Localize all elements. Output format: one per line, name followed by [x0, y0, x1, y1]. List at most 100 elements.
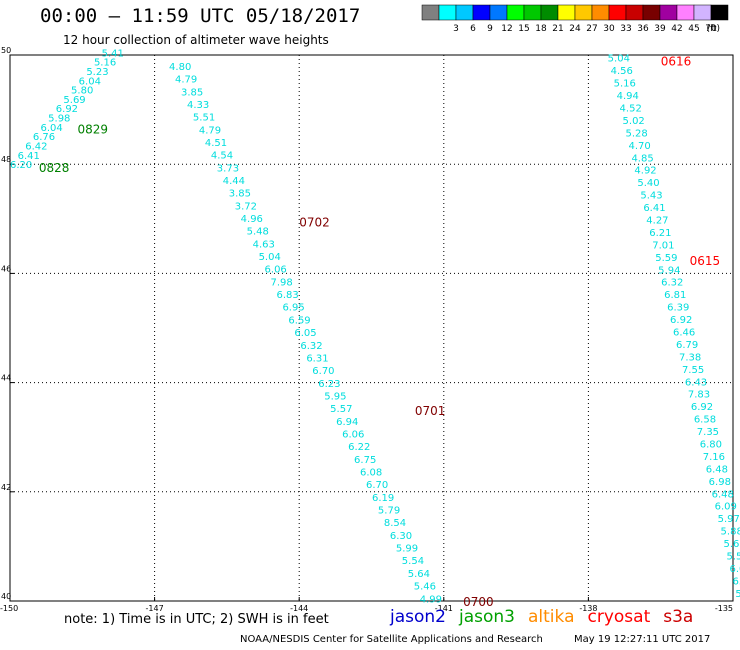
pass-time-label: 0829 — [77, 123, 108, 137]
wave-height-value: 6.76 — [33, 132, 55, 143]
wave-height-value: 5.97 — [718, 514, 740, 525]
legend-swatch — [455, 4, 474, 21]
wave-height-value: 7.16 — [703, 452, 725, 463]
axis-ticks: -150 -147 -144 -141 -138 -135 40 42 44 46 48 50 — [0, 46, 734, 613]
wave-height-value: 7.83 — [688, 390, 710, 401]
lat-tick-label: 40 — [1, 592, 11, 601]
wave-height-value: 6.94 — [336, 417, 358, 428]
wave-height-value: 6.81 — [664, 290, 686, 301]
wave-height-value: 5.72 — [735, 589, 740, 600]
wave-height-value: 6.92 — [670, 315, 692, 326]
wave-height-value: 6.41 — [643, 203, 665, 214]
satellite-jason3: jason3 — [459, 607, 515, 627]
lat-tick-label: 48 — [1, 155, 11, 164]
lon-tick-label: -138 — [579, 604, 597, 613]
footer-timestamp: May 19 12:27:11 UTC 2017 — [574, 634, 711, 645]
legend-swatch — [642, 4, 661, 21]
wave-height-value: 5.43 — [640, 191, 662, 202]
wave-height-value: 7.55 — [682, 365, 704, 376]
legend-swatch — [625, 4, 644, 21]
wave-height-value: 5.48 — [247, 227, 269, 238]
wave-height-tracks: 5.415.165.236.045.805.696.925.986.046.76… — [10, 48, 740, 605]
wave-height-value: 5.59 — [655, 253, 677, 264]
wave-height-value: 4.79 — [175, 75, 197, 86]
pass-time-label: 0701 — [415, 404, 446, 418]
wave-height-value: 4.27 — [646, 215, 668, 226]
wave-height-value: 6.32 — [661, 278, 683, 289]
wave-height-value: 7.01 — [652, 240, 674, 251]
legend-label: 30 — [603, 24, 615, 34]
wave-height-value: 5.41 — [102, 48, 124, 59]
wave-height-value: 5.23 — [86, 67, 108, 78]
pass-time-label: 0828 — [39, 161, 70, 175]
wave-height-value: 6.05 — [294, 328, 316, 339]
legend-swatch — [489, 4, 508, 21]
wave-height-value: 5.04 — [259, 252, 281, 263]
wave-height-value: 5.69 — [63, 95, 85, 106]
satellite-cryosat: cryosat — [587, 607, 651, 627]
wave-height-value: 5.04 — [608, 54, 630, 65]
wave-height-value: 7.98 — [271, 277, 293, 288]
wave-height-value: 5.16 — [614, 79, 636, 90]
legend-swatch — [574, 4, 593, 21]
wave-height-value: 5.46 — [414, 582, 436, 593]
legend-swatch — [523, 4, 542, 21]
wave-height-value: 8.54 — [384, 518, 406, 529]
wave-height-value: 4.63 — [253, 239, 275, 250]
wave-height-value: 5.54 — [402, 556, 424, 567]
legend-label: 39 — [654, 24, 666, 34]
wave-height-value: 4.70 — [628, 141, 650, 152]
wave-height-value: 6.30 — [390, 531, 412, 542]
wave-height-value: 6.31 — [306, 353, 328, 364]
legend-label: 18 — [535, 24, 547, 34]
pass-time-label: 0615 — [690, 254, 721, 268]
map-frame — [9, 54, 734, 602]
wave-height-value: 6.83 — [276, 290, 298, 301]
legend-swatch — [421, 4, 440, 21]
footer-org: NOAA/NESDIS Center for Satellite Applica… — [240, 634, 543, 645]
wave-height-value: 5.66 — [724, 539, 740, 550]
wave-height-value: 7.38 — [679, 352, 701, 363]
legend-label: 9 — [487, 24, 493, 34]
legend-label: 70 — [705, 24, 717, 34]
wave-height-value: 6.70 — [312, 366, 334, 377]
wave-height-value: 5.56 — [726, 551, 740, 562]
wave-height-value: 5.94 — [658, 265, 680, 276]
lat-tick-label: 50 — [1, 46, 11, 55]
legend-swatch — [693, 4, 712, 21]
pass-time-labels: 08290828070207010700061606150610 — [39, 54, 721, 609]
lon-tick-label: -141 — [435, 604, 453, 613]
wave-height-value: 6.48 — [712, 489, 734, 500]
satellite-s3a: s3a — [663, 607, 694, 627]
wave-height-value: 5.28 — [626, 128, 648, 139]
wave-height-value: 4.44 — [223, 176, 245, 187]
legend-label: 15 — [518, 24, 529, 34]
graticule — [10, 55, 733, 601]
wave-height-value: 3.72 — [235, 201, 257, 212]
wave-height-value: 6.06 — [342, 429, 364, 440]
wave-height-value: 6.48 — [706, 464, 728, 475]
wave-height-value: 6.43 — [685, 377, 707, 388]
wave-height-value: 4.80 — [169, 62, 191, 73]
legend-label: 24 — [569, 24, 581, 34]
wave-height-value: 4.54 — [211, 151, 233, 162]
wave-height-value: 6.04 — [41, 123, 63, 134]
wave-height-value: 5.99 — [396, 544, 418, 555]
legend-label: 33 — [620, 24, 631, 34]
wave-height-value: 6.41 — [18, 151, 40, 162]
wave-height-value: 6.98 — [709, 477, 731, 488]
legend-swatch — [506, 4, 525, 21]
legend-label: 45 — [688, 24, 699, 34]
wave-height-value: 7.35 — [697, 427, 719, 438]
wave-height-value: 6.75 — [354, 455, 376, 466]
wave-height-value: 5.98 — [48, 114, 70, 125]
lon-tick-label: -150 — [0, 604, 18, 613]
wave-height-value: 4.52 — [620, 104, 642, 115]
lon-tick-label: -147 — [146, 604, 164, 613]
wave-height-value: 5.88 — [721, 527, 740, 538]
wave-height-value: 6.92 — [56, 104, 78, 115]
wave-height-value: 6.22 — [348, 442, 370, 453]
wave-height-value: 5.95 — [324, 391, 346, 402]
